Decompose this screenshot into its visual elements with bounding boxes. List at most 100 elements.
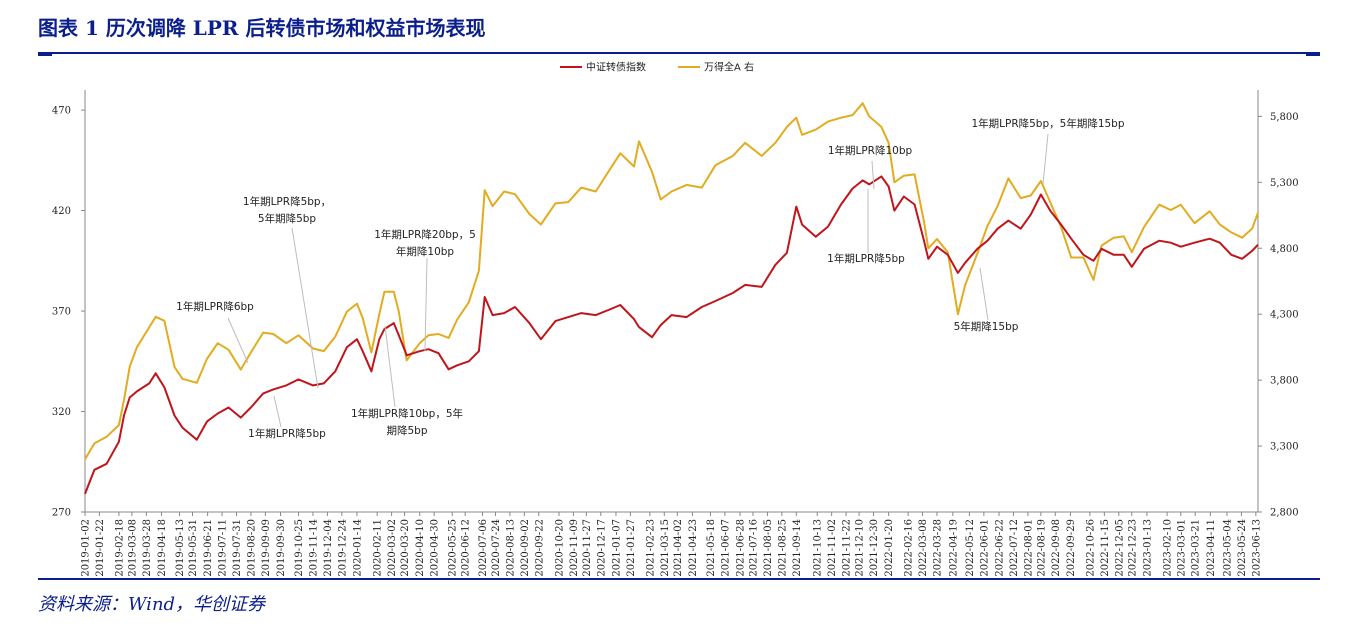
source-note: 资料来源：Wind，华创证券 <box>38 594 266 615</box>
bottom-rule <box>38 578 1320 580</box>
annotation-leader <box>424 257 428 352</box>
annotation-leader <box>871 160 875 190</box>
x-axis-tick-label: 2022-05-12 <box>965 519 976 576</box>
x-axis-tick-label: 2020-05-25 <box>448 519 459 576</box>
x-axis-tick-label: 2020-02-11 <box>373 519 384 576</box>
x-axis-tick-label: 2019-01-22 <box>95 519 106 576</box>
x-axis-tick-label: 2020-01-14 <box>352 519 363 576</box>
x-axis-tick-label: 2020-03-20 <box>400 519 411 576</box>
right-axis-tick-label: 4,300 <box>1270 310 1299 321</box>
x-axis-tick-label: 2019-05-13 <box>175 519 186 576</box>
x-axis-tick-label: 2022-08-01 <box>1023 519 1034 576</box>
x-axis-tick-label: 2021-08-05 <box>763 519 774 576</box>
annotation-label: 1年期LPR降5bp <box>827 252 905 265</box>
x-axis-tick-label: 2021-03-15 <box>660 519 671 576</box>
x-axis-tick-label: 2023-01-13 <box>1142 519 1153 576</box>
x-axis-tick-label: 2023-05-04 <box>1222 519 1233 576</box>
x-axis-tick-label: 2023-04-11 <box>1206 519 1217 576</box>
annotation-leader <box>979 267 989 321</box>
chart-area: 270 320 370 420 470 2,800 3,300 3,800 4,300 4,800… <box>52 61 1299 577</box>
annotation-label: 1年期LPR降10bp <box>828 144 913 157</box>
x-axis-tick-label: 2022-10-26 <box>1085 519 1096 576</box>
x-axis-tick-label: 2021-11-22 <box>842 519 853 576</box>
left-axis-tick-label: 270 <box>52 508 71 519</box>
x-axis-tick-label: 2019-09-09 <box>261 519 272 576</box>
x-axis-tick-label: 2019-05-31 <box>188 519 199 576</box>
x-axis-tick-label: 2023-03-21 <box>1191 519 1202 576</box>
x-axis-tick-label: 2022-08-19 <box>1036 519 1047 576</box>
annotation-leader <box>1042 133 1049 185</box>
x-axis-tick-label: 2020-09-02 <box>520 519 531 576</box>
cb-index-line <box>84 175 1259 495</box>
left-axis-tick-label: 470 <box>52 106 71 117</box>
x-axis-tick-label: 2021-07-16 <box>749 519 760 576</box>
x-axis-tick-label: 2023-05-24 <box>1237 519 1248 576</box>
x-axis-tick-label: 2019-08-20 <box>246 519 257 576</box>
x-axis-tick-label: 2022-02-16 <box>904 519 915 576</box>
x-axis-tick-label: 2021-12-10 <box>855 519 866 576</box>
x-axis-tick-label: 2019-11-14 <box>308 519 319 576</box>
x-axis-tick-label: 2021-12-30 <box>869 519 880 576</box>
x-axis-tick-label: 2022-03-28 <box>932 519 943 576</box>
right-axis-tick-label: 3,300 <box>1270 442 1299 453</box>
right-axis-tick-label: 2,800 <box>1270 508 1299 519</box>
x-axis-tick-label: 2019-03-08 <box>127 519 138 576</box>
annotation-label: 5年期降15bp <box>954 320 1019 333</box>
top-rule-tick-left <box>38 52 52 56</box>
x-axis-tick-label: 2019-06-21 <box>203 519 214 576</box>
x-axis-tick-label: 2022-12-05 <box>1114 519 1125 576</box>
x-axis-tick-label: 2021-08-25 <box>777 519 788 576</box>
legend-label: 万得全A 右 <box>704 61 754 74</box>
x-axis-tick-label: 2020-04-10 <box>415 519 426 576</box>
chart-title: 图表 1 历次调降 LPR 后转债市场和权益市场表现 <box>38 16 486 40</box>
annotation-label: 1年期LPR降6bp <box>176 300 254 313</box>
x-axis-tick-label: 2021-06-07 <box>720 519 731 576</box>
annotation-label: 1年期LPR降5bp， 5年期降5bp <box>243 195 331 225</box>
x-axis-tick-label: 2021-11-02 <box>827 519 838 576</box>
annotation-leader <box>291 227 319 389</box>
x-axis-tick-label: 2022-09-29 <box>1066 519 1077 576</box>
x-axis-tick-label: 2022-01-20 <box>884 519 895 576</box>
x-axis-tick-label: 2021-01-07 <box>611 519 622 576</box>
x-axis-tick-label: 2020-04-30 <box>430 519 441 576</box>
x-axis-tick-label: 2019-02-18 <box>114 519 125 576</box>
x-axis-tick-label: 2020-11-09 <box>569 519 580 576</box>
x-axis-tick-label: 2019-03-28 <box>142 519 153 576</box>
x-axis-tick-label: 2023-03-01 <box>1176 519 1187 576</box>
top-rule-tick-right <box>1306 52 1320 56</box>
x-axis-tick-label: 2019-12-04 <box>323 519 334 576</box>
wind-a-line <box>84 102 1259 460</box>
x-axis-tick-label: 2021-01-27 <box>626 519 637 576</box>
x-axis-tick-label: 2019-01-02 <box>81 519 92 576</box>
x-axis-tick-label: 2020-03-02 <box>387 519 398 576</box>
annotation-label: 1年期LPR降5bp，5年期降15bp <box>971 117 1124 130</box>
x-axis-tick-label: 2020-12-17 <box>596 519 607 576</box>
x-axis-tick-label: 2020-08-13 <box>505 519 516 576</box>
x-axis-tick-label: 2021-06-28 <box>736 519 747 576</box>
x-axis-tick-label: 2022-12-23 <box>1127 519 1138 576</box>
left-axis-tick-label: 420 <box>52 206 71 217</box>
x-axis-tick-label: 2021-04-02 <box>673 519 684 576</box>
x-axis-tick-label: 2022-06-22 <box>995 519 1006 576</box>
x-axis-tick-label: 2020-09-22 <box>534 519 545 576</box>
x-axis-tick-label: 2022-03-08 <box>918 519 929 576</box>
x-axis-tick-label: 2020-07-06 <box>478 519 489 576</box>
x-axis-tick-label: 2021-05-18 <box>706 519 717 576</box>
x-axis-tick-label: 2020-10-20 <box>554 519 565 576</box>
x-axis-tick-label: 2022-06-01 <box>979 519 990 576</box>
x-axis-tick-label: 2020-07-24 <box>491 519 502 576</box>
top-rule <box>38 52 1320 54</box>
x-axis-tick-label: 2019-09-30 <box>276 519 287 576</box>
x-axis-tick-label: 2019-12-24 <box>337 519 348 576</box>
left-axis-tick-label: 320 <box>52 407 71 418</box>
x-axis-tick-label: 2021-04-23 <box>688 519 699 576</box>
left-axis-tick-label: 370 <box>52 307 71 318</box>
x-axis-tick-label: 2023-06-13 <box>1251 519 1262 576</box>
x-axis-tick-label: 2020-11-27 <box>582 519 593 576</box>
x-axis-tick-label: 2019-10-25 <box>294 519 305 576</box>
x-axis-tick-label: 2020-06-12 <box>461 519 472 576</box>
right-axis-tick-label: 5,300 <box>1270 178 1299 189</box>
annotation-leader <box>273 395 282 428</box>
x-axis-tick-label: 2022-09-08 <box>1051 519 1062 576</box>
annotation-label: 1年期LPR降5bp <box>248 427 326 440</box>
